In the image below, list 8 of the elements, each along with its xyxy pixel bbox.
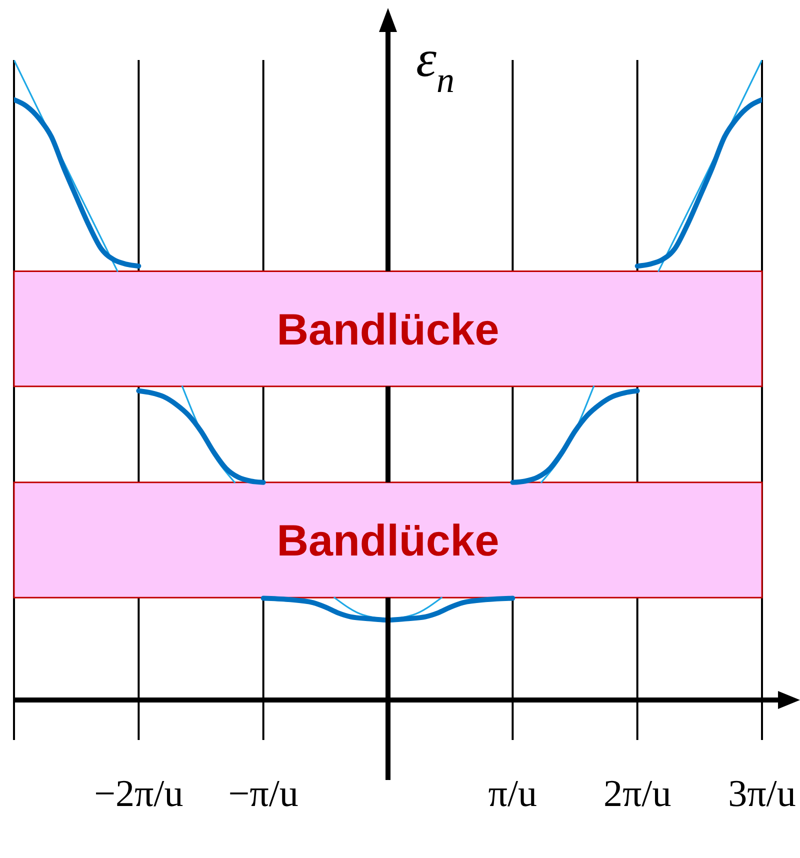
band-label: Bandlücke [276, 305, 500, 354]
x-tick-label: 2π/u [603, 773, 672, 815]
x-tick-label: π/u [488, 773, 538, 815]
x-tick-label: −2π/u [94, 773, 184, 815]
band-label: Bandlücke [276, 516, 500, 566]
y-axis-title: ε$_{n}$ [416, 31, 454, 100]
x-tick-label: −π/u [228, 773, 298, 815]
x-tick-label: 3π/u [728, 773, 796, 815]
